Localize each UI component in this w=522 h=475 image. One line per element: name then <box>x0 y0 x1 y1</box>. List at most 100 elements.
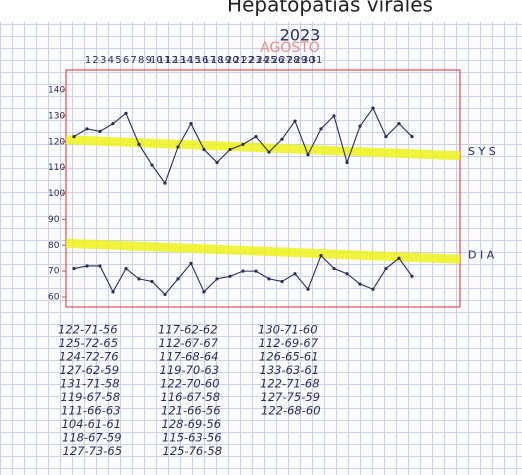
point <box>254 135 257 138</box>
point <box>384 135 387 138</box>
point <box>189 122 192 125</box>
plot-frame <box>66 70 460 307</box>
chart-title: Hepatopatías virales <box>227 0 433 17</box>
point <box>254 270 257 273</box>
reference-line <box>66 140 460 156</box>
reading: 125-72-65 <box>59 336 119 350</box>
point <box>306 153 309 156</box>
reading: 104-61-61 <box>62 417 122 431</box>
point <box>150 163 153 166</box>
reading: 128-69-56 <box>162 417 222 431</box>
reading: 119-70-63 <box>160 363 220 377</box>
reading: 117-68-64 <box>159 350 219 364</box>
reading: 127-73-65 <box>63 444 123 458</box>
point <box>371 288 374 291</box>
y-tick-label: 80 <box>48 241 60 251</box>
point <box>397 122 400 125</box>
point <box>267 151 270 154</box>
reading: 115-63-56 <box>162 431 222 445</box>
reading: 121-66-56 <box>161 404 221 418</box>
point <box>150 280 153 283</box>
reading: 116-67-58 <box>161 390 221 404</box>
y-tick-label: 70 <box>48 267 60 277</box>
reading: 122-68-60 <box>261 404 321 418</box>
reading: 125-76-58 <box>163 444 223 458</box>
reading: 122-70-60 <box>160 377 220 391</box>
x-tick-label: 31 <box>310 55 323 66</box>
x-tick-label: 5 <box>115 55 121 66</box>
reading: 117-62-62 <box>158 323 218 337</box>
point <box>293 119 296 122</box>
x-tick-label: 4 <box>108 55 114 66</box>
x-tick-label: 1 <box>85 55 91 66</box>
reading: 131-71-58 <box>60 377 120 391</box>
reading: 122-71-68 <box>260 377 320 391</box>
page: Hepatopatías virales 2023 AGOSTO 1234567… <box>0 0 522 475</box>
point <box>241 270 244 273</box>
point <box>319 254 322 257</box>
point <box>384 267 387 270</box>
point <box>215 161 218 164</box>
point <box>124 267 127 270</box>
point <box>267 277 270 280</box>
legend-label: S Y S <box>468 145 496 158</box>
point <box>124 112 127 115</box>
y-tick-label: 90 <box>48 215 60 225</box>
point <box>111 122 114 125</box>
point <box>176 277 179 280</box>
reading: 112-69-67 <box>259 336 319 350</box>
point <box>189 262 192 265</box>
point <box>306 288 309 291</box>
x-tick-label: 3 <box>100 55 106 66</box>
point <box>410 275 413 278</box>
reading: 118-67-59 <box>62 431 122 445</box>
point <box>358 282 361 285</box>
point <box>215 277 218 280</box>
point <box>345 161 348 164</box>
reading: 126-65-61 <box>259 350 319 364</box>
point <box>358 125 361 128</box>
point <box>98 264 101 267</box>
point <box>371 107 374 110</box>
reading: 130-71-60 <box>258 323 318 337</box>
point <box>241 143 244 146</box>
reading: 119-67-58 <box>61 390 121 404</box>
point <box>280 280 283 283</box>
chart: Hepatopatías virales 2023 AGOSTO 1234567… <box>0 0 522 475</box>
month: AGOSTO <box>260 40 320 56</box>
point <box>228 275 231 278</box>
point <box>85 127 88 130</box>
x-tick-label: 7 <box>130 55 136 66</box>
point <box>410 135 413 138</box>
reading: 124-72-76 <box>59 350 119 364</box>
point <box>202 148 205 151</box>
series-line <box>74 256 412 295</box>
point <box>137 277 140 280</box>
point <box>163 293 166 296</box>
reading: 127-62-59 <box>60 363 120 377</box>
x-tick-label: 6 <box>123 55 129 66</box>
point <box>319 127 322 130</box>
y-tick-label: 60 <box>48 293 60 303</box>
reference-line <box>66 243 460 259</box>
point <box>111 290 114 293</box>
point <box>332 267 335 270</box>
point <box>176 145 179 148</box>
reading: 122-71-56 <box>58 323 118 337</box>
point <box>228 148 231 151</box>
legend-label: D I A <box>468 248 495 261</box>
point <box>397 257 400 260</box>
point <box>332 114 335 117</box>
reading: 133-63-61 <box>260 363 320 377</box>
point <box>280 138 283 141</box>
point <box>163 182 166 185</box>
x-tick-label: 2 <box>92 55 98 66</box>
point <box>137 143 140 146</box>
point <box>72 135 75 138</box>
reading: 127-75-59 <box>261 390 321 404</box>
point <box>293 272 296 275</box>
reading: 112-67-67 <box>159 336 219 350</box>
point <box>345 272 348 275</box>
x-tick-label: 8 <box>138 55 144 66</box>
point <box>202 290 205 293</box>
